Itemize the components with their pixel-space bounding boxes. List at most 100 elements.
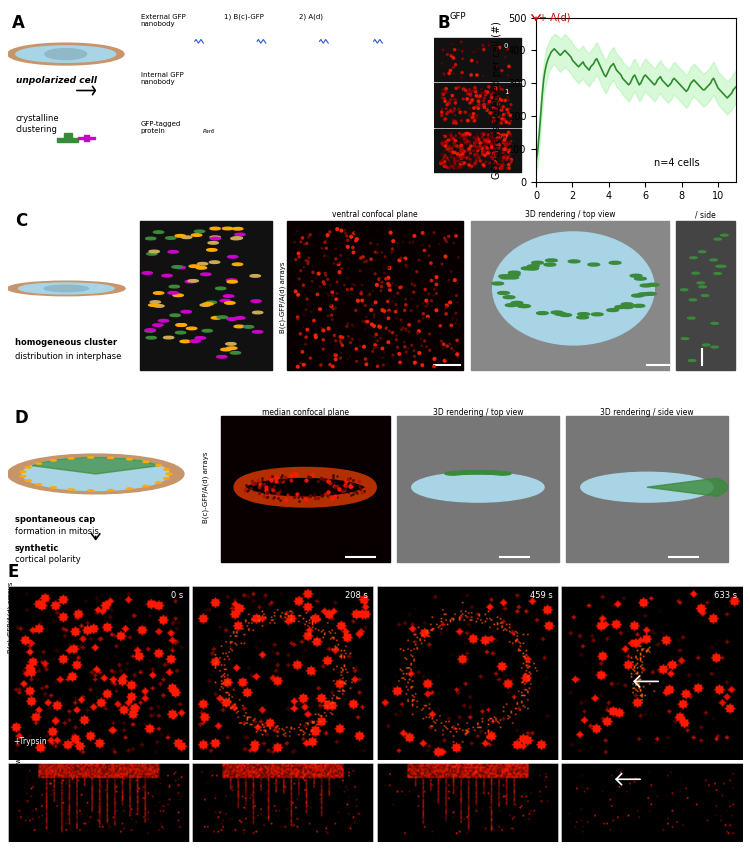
Point	[461, 92, 473, 106]
Point	[340, 229, 352, 243]
Circle shape	[591, 313, 603, 316]
Point	[494, 162, 506, 175]
Point	[247, 477, 259, 490]
Point	[435, 157, 447, 170]
Point	[416, 274, 428, 288]
Point	[439, 155, 451, 168]
Point	[270, 487, 282, 500]
Point	[503, 145, 515, 158]
Point	[339, 224, 351, 237]
Point	[389, 305, 401, 318]
Point	[298, 235, 310, 248]
Point	[470, 141, 482, 155]
Point	[446, 89, 458, 102]
Circle shape	[227, 281, 237, 283]
FancyBboxPatch shape	[470, 221, 669, 370]
Point	[439, 231, 451, 245]
Circle shape	[499, 275, 511, 277]
Point	[454, 145, 466, 158]
Text: crystalline: crystalline	[16, 114, 59, 123]
Circle shape	[449, 471, 464, 475]
Point	[471, 109, 483, 123]
Point	[256, 473, 268, 487]
Point	[494, 116, 506, 129]
Circle shape	[206, 301, 217, 304]
Point	[477, 38, 489, 52]
Text: 208 s: 208 s	[345, 591, 368, 600]
Point	[320, 344, 332, 357]
Point	[467, 113, 479, 127]
Circle shape	[232, 263, 242, 266]
Point	[439, 242, 451, 255]
Point	[284, 487, 296, 500]
Point	[448, 135, 460, 149]
Circle shape	[521, 267, 533, 270]
Point	[458, 133, 470, 146]
Circle shape	[203, 303, 213, 306]
Point	[394, 356, 406, 369]
Text: B: B	[437, 14, 450, 32]
Point	[448, 273, 460, 287]
Point	[365, 253, 377, 266]
Point	[320, 266, 332, 280]
Circle shape	[615, 306, 626, 309]
Point	[494, 93, 506, 106]
Point	[373, 307, 385, 321]
Circle shape	[142, 271, 152, 274]
Point	[412, 344, 424, 357]
Text: ventral confocal plane: ventral confocal plane	[332, 210, 418, 219]
Circle shape	[251, 300, 261, 302]
Point	[500, 115, 512, 129]
Point	[495, 101, 507, 115]
Point	[382, 294, 394, 308]
Point	[500, 116, 512, 129]
Point	[437, 337, 449, 351]
Point	[505, 156, 517, 169]
Point	[368, 263, 380, 277]
Point	[484, 91, 496, 105]
Circle shape	[195, 337, 206, 340]
Point	[495, 129, 507, 142]
Circle shape	[154, 305, 164, 307]
Point	[310, 271, 322, 285]
Circle shape	[231, 237, 241, 240]
Point	[505, 137, 517, 151]
Point	[301, 237, 313, 250]
Text: synthetic: synthetic	[15, 544, 59, 552]
Point	[470, 89, 482, 103]
Point	[308, 488, 320, 501]
Point	[478, 136, 490, 150]
Point	[452, 347, 464, 361]
Wedge shape	[647, 478, 728, 496]
Point	[320, 268, 332, 282]
Circle shape	[412, 472, 544, 502]
Circle shape	[170, 285, 179, 288]
Point	[470, 45, 482, 59]
Circle shape	[176, 323, 187, 326]
Point	[398, 335, 410, 349]
Point	[342, 479, 354, 493]
Point	[328, 257, 340, 271]
Point	[412, 300, 424, 313]
Point	[328, 479, 340, 493]
Point	[478, 128, 490, 141]
Point	[430, 271, 442, 284]
Point	[444, 148, 456, 162]
Point	[320, 488, 332, 501]
Point	[452, 140, 464, 153]
Circle shape	[518, 305, 529, 307]
Point	[419, 283, 431, 296]
Point	[489, 136, 501, 150]
Point	[494, 41, 506, 54]
Point	[307, 266, 319, 279]
Circle shape	[211, 317, 221, 319]
Point	[470, 132, 482, 146]
Point	[401, 260, 413, 274]
Point	[361, 335, 373, 349]
Point	[446, 49, 458, 62]
Point	[440, 150, 452, 163]
Text: 7: 7	[504, 134, 509, 140]
Point	[448, 140, 460, 153]
Point	[500, 129, 512, 142]
Point	[392, 288, 404, 302]
